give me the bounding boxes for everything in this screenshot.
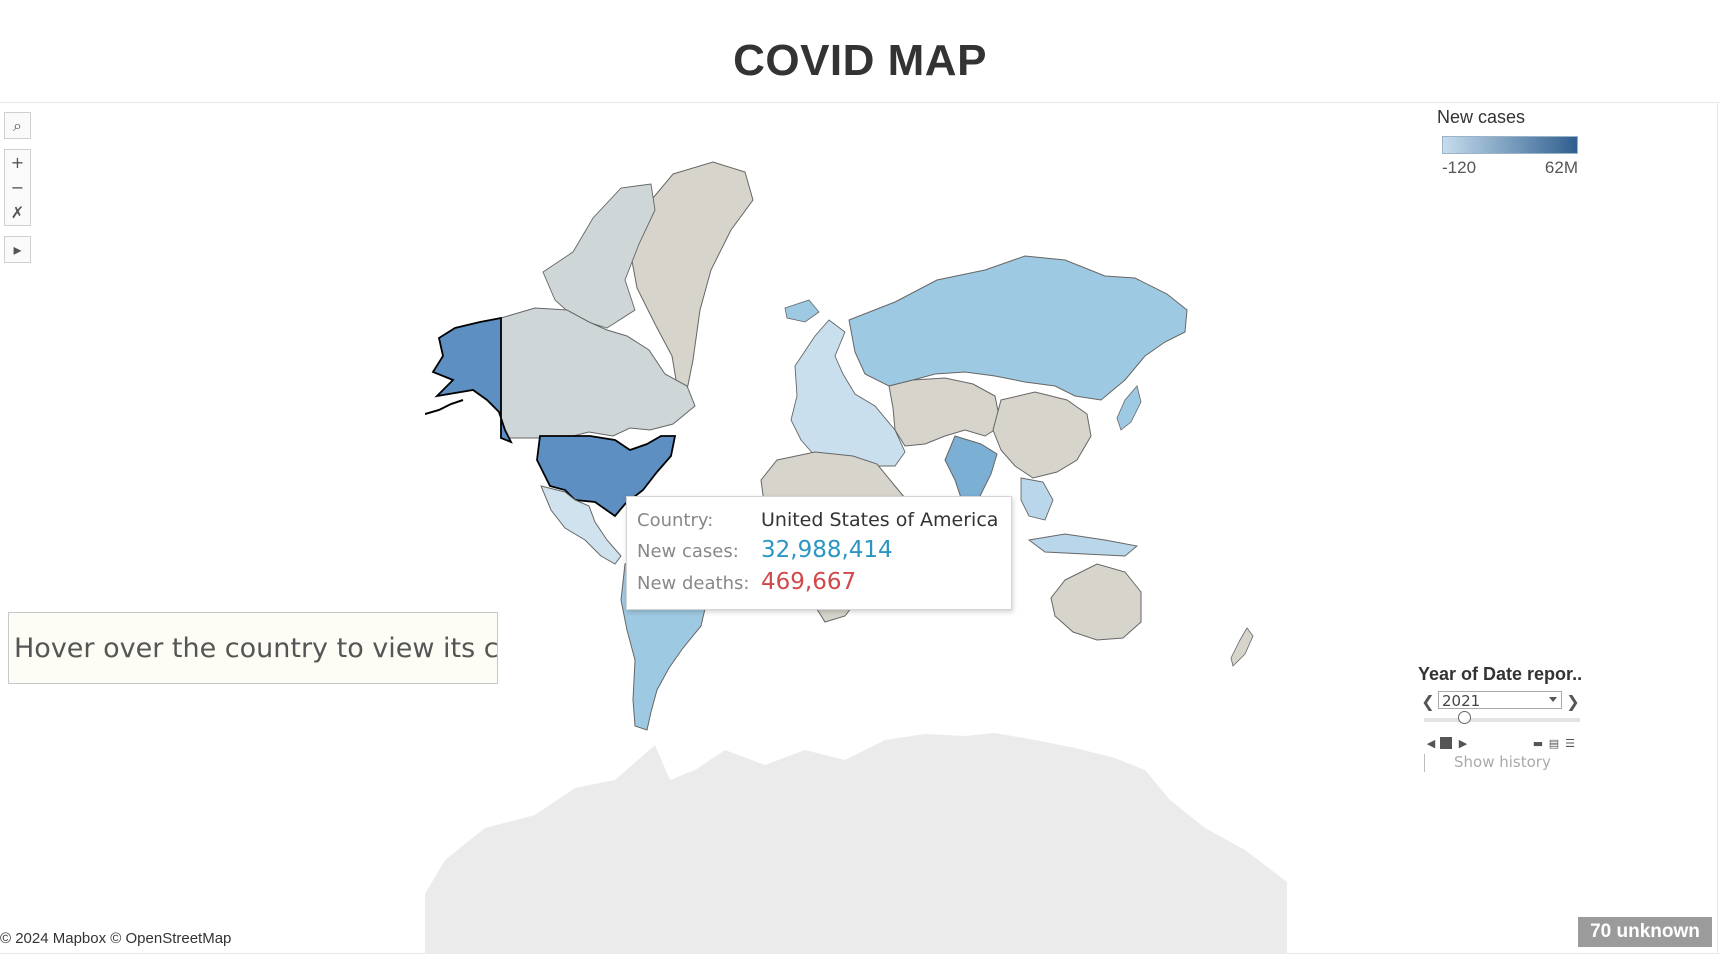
legend-min-label: -120 (1442, 158, 1477, 177)
dashboard-title: COVID MAP (733, 36, 987, 85)
sheet-right-border (1717, 102, 1718, 954)
speed-slow-icon[interactable]: ▬ (1532, 736, 1544, 750)
speed-fast-icon[interactable]: ☰ (1565, 736, 1575, 750)
step-back-icon[interactable]: ◀ (1426, 736, 1436, 750)
region-usa[interactable] (536, 435, 677, 518)
chevron-down-icon (1549, 697, 1557, 702)
region-antarctica (425, 733, 1287, 954)
show-history-label[interactable]: Show history (1454, 753, 1551, 771)
region-greenland[interactable] (629, 161, 754, 391)
tooltip-country-label: Country: (637, 510, 714, 531)
show-history-checkbox[interactable] (1424, 754, 1425, 772)
region-europe[interactable] (790, 319, 906, 467)
year-slider-thumb[interactable] (1458, 711, 1471, 724)
region-japan[interactable] (1116, 385, 1142, 431)
tooltip-deaths-value: 469,667 (761, 569, 857, 595)
legend-gradient-bar (1442, 136, 1578, 154)
tooltip-deaths-row: New deaths: 469,667 (637, 569, 856, 595)
reset-map-icon[interactable]: ✗ (10, 203, 25, 222)
legend-title: New cases (1437, 107, 1526, 127)
expand-icon[interactable]: ▸ (13, 240, 22, 259)
tooltip-cases-label: New cases: (637, 541, 739, 562)
next-year-icon[interactable]: ❯ (1566, 691, 1580, 711)
legend-max-label: 62M (1544, 158, 1578, 177)
region-indonesia[interactable] (1027, 533, 1139, 557)
year-filter-title: Year of Date repor.. (1418, 664, 1583, 684)
zoom-in-button[interactable]: + (10, 153, 25, 172)
region-russia[interactable] (848, 255, 1188, 401)
prev-year-icon[interactable]: ❮ (1421, 691, 1435, 711)
region-new-zealand[interactable] (1230, 627, 1254, 667)
playback-controls: ◀ ▶ ▬ ▤ ☰ (1424, 734, 1584, 754)
tooltip-deaths-label: New deaths: (637, 573, 750, 594)
tooltip-cases-row: New cases: 32,988,414 (637, 537, 893, 563)
region-se-asia[interactable] (1020, 477, 1054, 521)
year-dropdown[interactable]: 2021 (1438, 691, 1562, 710)
year-slider-track[interactable] (1424, 718, 1580, 722)
region-australia[interactable] (1050, 563, 1142, 641)
zoom-out-button[interactable]: − (10, 178, 25, 197)
tooltip-country-row: Country: United States of America (637, 509, 998, 531)
tooltip-country-value: United States of America (761, 509, 999, 531)
region-iceland[interactable] (784, 299, 820, 323)
search-icon[interactable]: ⌕ (13, 115, 22, 135)
color-legend: New cases -120 62M (1437, 107, 1578, 178)
region-alaska[interactable] (431, 316, 513, 444)
header-divider (0, 102, 1720, 103)
step-forward-icon[interactable]: ▶ (1458, 736, 1468, 750)
tooltip-cases-value: 32,988,414 (761, 537, 893, 563)
legend-labels: -120 62M (1442, 158, 1578, 178)
region-central-asia[interactable] (888, 377, 1002, 447)
country-tooltip: Country: United States of America New ca… (626, 496, 1012, 610)
speed-medium-icon[interactable]: ▤ (1548, 736, 1560, 750)
map-search-tool[interactable]: ⌕ (4, 112, 31, 139)
hover-hint-box: Hover over the country to view its c.. (8, 612, 498, 684)
map-attribution[interactable]: © 2024 Mapbox © OpenStreetMap (0, 930, 232, 947)
zoom-controls: + − ✗ (4, 149, 31, 226)
region-aleutians (425, 399, 464, 415)
unknown-locations-badge[interactable]: 70 unknown (1578, 917, 1712, 947)
year-dropdown-value: 2021 (1442, 692, 1481, 710)
region-mexico[interactable] (540, 485, 622, 565)
region-china[interactable] (992, 391, 1092, 479)
stop-icon[interactable] (1440, 737, 1452, 749)
year-filter: Year of Date repor.. ❮ 2021 ❯ ◀ ▶ ▬ ▤ ☰ … (1418, 664, 1588, 772)
map-tools-expander[interactable]: ▸ (4, 236, 31, 263)
year-selector: ❮ 2021 ❯ (1418, 691, 1588, 713)
